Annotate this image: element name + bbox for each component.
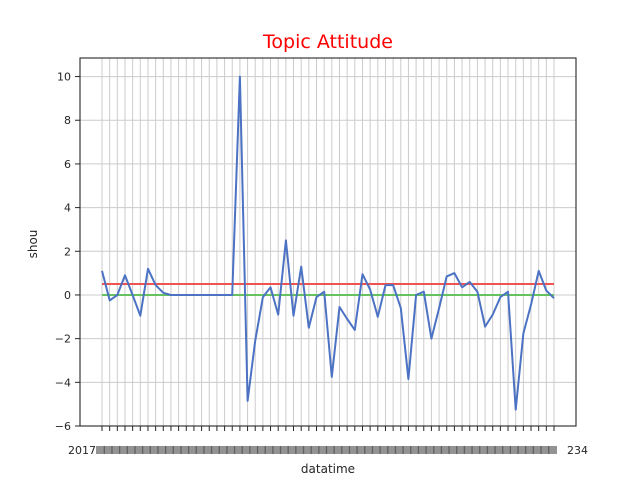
x-tick-label-overlap — [417, 446, 427, 454]
y-tick-label: 10 — [57, 71, 71, 84]
x-tick-label-overlap — [233, 446, 243, 454]
x-tick-label-overlap — [226, 446, 236, 454]
x-tick-label-overlap — [540, 446, 550, 454]
x-tick-label-overlap — [364, 446, 374, 454]
grid — [80, 58, 576, 427]
x-tick-label-overlap — [548, 446, 557, 454]
x-tick-label-overlap — [425, 446, 435, 454]
x-tick-label-overlap — [157, 446, 167, 454]
x-tick-label-overlap — [456, 446, 466, 454]
x-tick-label-overlap — [471, 446, 481, 454]
x-tick-label-overlap — [272, 446, 282, 454]
x-tick-label-overlap — [310, 446, 320, 454]
x-tick-label-overlap — [509, 446, 519, 454]
x-tick-label-overlap — [103, 446, 113, 454]
x-tick-label-overlap — [302, 446, 312, 454]
y-tick-label: 2 — [64, 245, 71, 258]
ticks: −6 −4 −2 0 2 4 6 8 10 2017 234 — [55, 71, 588, 457]
x-tick-label-first: 2017 — [68, 444, 96, 457]
x-tick-label-overlap — [118, 446, 128, 454]
y-tick-label: 4 — [64, 202, 71, 215]
y-tick-label: 0 — [64, 289, 71, 302]
x-tick-label-overlap — [195, 446, 205, 454]
x-tick-label-overlap — [218, 446, 228, 454]
x-tick-label-overlap — [203, 446, 213, 454]
x-tick-label-overlap — [502, 446, 512, 454]
x-tick-label-overlap — [394, 446, 404, 454]
x-tick-label-overlap — [325, 446, 335, 454]
x-axis-label: datatime — [301, 462, 355, 476]
x-tick-label-overlap — [134, 446, 144, 454]
y-axis-label: shou — [26, 230, 40, 259]
x-tick-label-overlap — [241, 446, 251, 454]
x-tick-label-overlap — [187, 446, 197, 454]
x-tick-label-overlap — [341, 446, 351, 454]
x-tick-label-overlap — [264, 446, 274, 454]
x-tick-label-overlap — [149, 446, 159, 454]
x-tick-label-overlap — [141, 446, 151, 454]
x-tick-label-overlap — [172, 446, 182, 454]
x-tick-label-overlap — [111, 446, 121, 454]
x-tick-label-overlap — [249, 446, 259, 454]
x-tick-label-overlap — [387, 446, 397, 454]
x-tick-label-overlap — [410, 446, 420, 454]
x-tick-label-overlap — [348, 446, 358, 454]
x-tick-label-overlap — [379, 446, 389, 454]
x-tick-label-overlap — [333, 446, 343, 454]
x-tick-label-overlap — [318, 446, 328, 454]
series-layer — [101, 75, 555, 411]
x-tick-label-overlap — [517, 446, 527, 454]
y-tick-label: −6 — [55, 420, 71, 433]
series-line-0 — [101, 75, 555, 411]
x-tick-label-overlap — [494, 446, 504, 454]
x-tick-label-overlap — [402, 446, 412, 454]
y-tick-label: 6 — [64, 158, 71, 171]
x-tick-label-overlap — [287, 446, 297, 454]
x-tick-label-overlap — [371, 446, 381, 454]
x-tick-label-overlap — [356, 446, 366, 454]
x-tick-label-overlap — [126, 446, 136, 454]
x-tick-label-overlap — [96, 446, 105, 454]
x-tick-label-overlap — [180, 446, 190, 454]
x-tick-label-overlap — [479, 446, 489, 454]
x-tick-label-overlap — [164, 446, 174, 454]
y-tick-label: −2 — [55, 333, 71, 346]
x-tick-label-overlap — [433, 446, 443, 454]
x-tick-label-overlap — [525, 446, 535, 454]
x-tick-label-overlap — [448, 446, 458, 454]
chart-title: Topic Attitude — [262, 31, 393, 53]
x-tick-label-overlap — [463, 446, 473, 454]
x-tick-label-overlap — [256, 446, 266, 454]
x-tick-label-last: 234 — [567, 444, 588, 457]
x-tick-label-overlap — [440, 446, 450, 454]
y-tick-label: 8 — [64, 114, 71, 127]
x-tick-label-overlap — [532, 446, 542, 454]
plot-frame — [79, 57, 577, 427]
y-tick-label: −4 — [55, 376, 71, 389]
x-tick-label-overlap — [279, 446, 289, 454]
x-tick-label-overlap — [210, 446, 220, 454]
x-tick-label-overlap — [295, 446, 305, 454]
x-tick-label-overlap — [486, 446, 496, 454]
